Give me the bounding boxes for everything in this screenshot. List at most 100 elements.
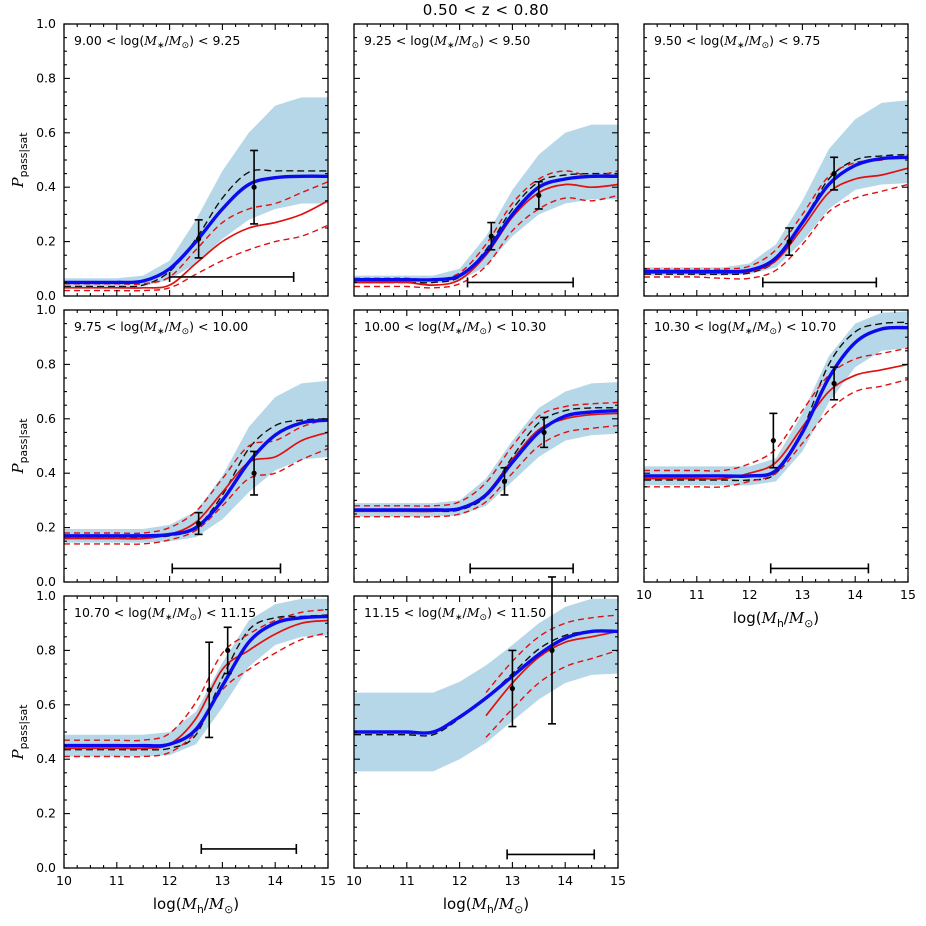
panel-1-halo-mass-range-bar: [168, 271, 295, 282]
panel-7-red-dashed-lower-line: [64, 632, 328, 758]
panel-3-blue-model-line: [644, 155, 908, 274]
panel-4-data-point-1: [194, 511, 203, 536]
panel-2-red-solid-line: [354, 183, 618, 286]
y-tick-label: 0.8: [36, 70, 56, 85]
y-tick-label: 0.6: [36, 697, 56, 712]
panel-2-data-point-2: [534, 180, 543, 210]
y-tick-label: 1.0: [36, 16, 56, 31]
y-tick-label: 0.8: [36, 356, 56, 371]
panel-1-mass-bin-label: 9.00 < log(M∗/M⊙) < 9.25: [74, 33, 240, 51]
panel-5-data-point-1: [500, 466, 509, 496]
panel-4-red-solid-line: [64, 431, 328, 540]
panel-3-data-point-2: [830, 156, 839, 191]
panel-6-red-dashed-upper-line: [644, 347, 908, 472]
x-axis-label: log(Mh/M⊙): [153, 895, 239, 916]
panel-6-red-dashed-lower-line: [644, 378, 908, 488]
panel-3-halo-mass-range-bar: [761, 277, 878, 288]
x-axis-label: log(Mh/M⊙): [733, 609, 819, 630]
panel-8-ticks: [353, 595, 619, 869]
panel-8-mass-bin-label: 11.15 < log(M∗/M⊙) < 11.50: [364, 605, 546, 623]
x-tick-label: 12: [742, 587, 758, 602]
panel-6-red-solid-line: [644, 363, 908, 480]
panel-4-mass-bin-label: 9.75 < log(M∗/M⊙) < 10.00: [74, 319, 248, 337]
y-tick-label: 0.0: [36, 288, 56, 303]
panel-5-confidence-band: [354, 382, 618, 517]
x-tick-label: 11: [109, 873, 125, 888]
panel-1-data-point-2: [250, 149, 259, 225]
y-tick-label: 0.0: [36, 574, 56, 589]
panel-8-confidence-band: [354, 598, 618, 772]
panel-3-confidence-band: [644, 100, 908, 276]
y-tick-label: 0.0: [36, 860, 56, 875]
x-tick-label: 14: [847, 587, 863, 602]
panel-2-confidence-band: [354, 124, 618, 284]
x-tick-label: 10: [346, 873, 362, 888]
panel-7-mass-bin-label: 10.70 < log(M∗/M⊙) < 11.15: [74, 605, 256, 623]
panel-5-mass-bin-label: 10.00 < log(M∗/M⊙) < 10.30: [364, 319, 546, 337]
panel-4: 0.0 0.2 0.4 0.6 0.8 1.0 Ppass|sat 9.75 < log(M∗…: [9, 302, 329, 589]
panel-6-ticks: [643, 309, 909, 583]
panel-4-halo-mass-range-bar: [171, 563, 282, 574]
x-axis-label: log(Mh/M⊙): [443, 895, 529, 916]
x-tick-label: 15: [900, 587, 916, 602]
panel-8-data-point-2: [548, 576, 556, 725]
panel-1-data-point-1: [194, 219, 203, 259]
x-tick-label: 10: [56, 873, 72, 888]
panel-6-confidence-band: [644, 311, 908, 486]
panel-1-red-solid-line: [64, 200, 328, 289]
panel-7-data-point-1: [205, 641, 214, 739]
x-tick-label: 13: [214, 873, 230, 888]
panel-4-confidence-band: [64, 380, 328, 543]
panel-3-ticks: [643, 23, 909, 297]
panel-7-black-dashed-line: [64, 614, 328, 751]
x-tick-label: 14: [557, 873, 573, 888]
panel-6-halo-mass-range-bar: [769, 563, 870, 574]
panel-4-ticks: [63, 309, 329, 583]
y-tick-label: 0.2: [36, 234, 56, 249]
panel-5-blue-model-line: [354, 408, 618, 512]
x-tick-label: 12: [452, 873, 468, 888]
panel-8-data-point-1: [508, 649, 517, 728]
panel-7-data-point-2: [223, 626, 232, 675]
panel-2: 9.25 < log(M∗/M⊙) < 9.50: [353, 23, 619, 297]
x-tick-label: 15: [610, 873, 626, 888]
panel-8-blue-model-line: [354, 629, 618, 735]
panel-1-blue-model-line: [64, 174, 328, 285]
panel-4-blue-model-line: [64, 418, 328, 538]
panel-1-ticks: [63, 23, 329, 297]
figure-title: 0.50 < z < 0.80: [422, 1, 550, 19]
panel-2-red-dashed-lower-line: [354, 194, 618, 289]
panel-7-red-solid-line: [64, 619, 328, 750]
x-tick-label: 10: [636, 587, 652, 602]
x-tick-label: 11: [689, 587, 705, 602]
y-tick-label: 1.0: [36, 302, 56, 317]
panel-7-confidence-band: [64, 598, 328, 757]
panel-6-mass-bin-label: 10.30 < log(M∗/M⊙) < 10.70: [654, 319, 836, 337]
x-tick-label: 13: [794, 587, 810, 602]
y-tick-label: 0.2: [36, 520, 56, 535]
panel-3-mass-bin-label: 9.50 < log(M∗/M⊙) < 9.75: [654, 33, 820, 51]
y-tick-label: 0.8: [36, 642, 56, 657]
y-tick-label: 0.2: [36, 806, 56, 821]
y-tick-label: 0.4: [36, 465, 56, 480]
x-tick-label: 11: [399, 873, 415, 888]
panel-6-blue-model-line: [644, 325, 908, 478]
x-tick-label: 13: [504, 873, 520, 888]
panel-5-red-dashed-upper-line: [354, 401, 618, 507]
panel-5-red-dashed-lower-line: [354, 424, 618, 518]
y-axis-label: Ppass|sat: [9, 419, 30, 475]
panel-2-halo-mass-range-bar: [466, 277, 574, 288]
panel-6-data-point-2: [830, 366, 839, 401]
panel-4-data-point-2: [250, 450, 259, 496]
panel-1-confidence-band: [64, 97, 328, 288]
y-tick-label: 0.4: [36, 179, 56, 194]
y-axis-label: Ppass|sat: [9, 705, 30, 761]
panel-7-blue-model-line: [64, 614, 328, 748]
panel-2-data-point-1: [487, 221, 496, 251]
panel-2-ticks: [353, 23, 619, 297]
panel-6: 10 11 12 13 14 15 log(Mh/M⊙) 10.30 < log(M∗/M⊙)…: [636, 309, 916, 630]
panel-4-red-dashed-upper-line: [64, 418, 328, 535]
panel-7-halo-mass-range-bar: [200, 843, 298, 854]
